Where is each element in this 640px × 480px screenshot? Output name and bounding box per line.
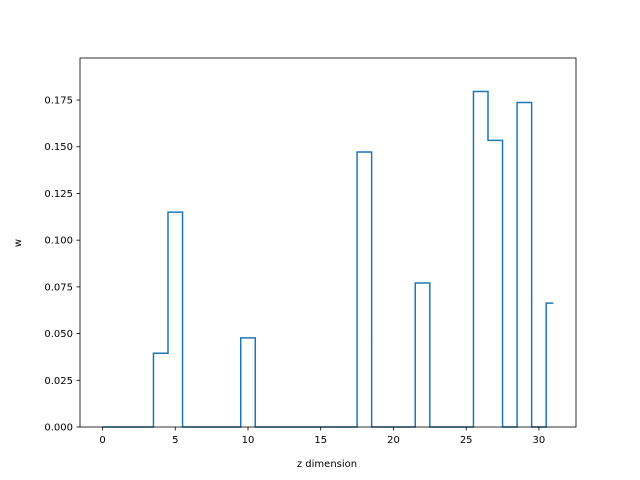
y-tick-label: 0.125 — [44, 189, 73, 200]
y-axis-label: w — [13, 239, 24, 247]
y-tick-label: 0.025 — [44, 376, 73, 387]
y-tick-label: 0.150 — [44, 142, 73, 153]
y-axis-ticks: 0.000 0.025 0.050 0.075 0.100 0.125 0.150 0.175 — [44, 96, 80, 434]
x-tick-label: 30 — [533, 435, 546, 446]
x-tick-label: 0 — [99, 435, 105, 446]
y-tick-label: 0.050 — [44, 329, 73, 340]
x-tick-label: 15 — [314, 435, 327, 446]
y-tick-label: 0.100 — [44, 236, 73, 247]
axes-frame — [79, 57, 577, 428]
y-tick-label: 0.000 — [44, 423, 73, 434]
y-tick-label: 0.175 — [44, 96, 73, 107]
plot-area — [79, 57, 577, 428]
x-tick-label: 5 — [172, 435, 178, 446]
y-tick-label: 0.075 — [44, 282, 73, 293]
x-tick-label: 25 — [460, 435, 473, 446]
x-axis-label: z dimension — [297, 459, 357, 470]
x-tick-label: 20 — [387, 435, 400, 446]
x-axis-ticks: 0 5 10 15 20 25 30 — [99, 427, 545, 446]
series-line-0 — [102, 90, 554, 428]
x-tick-label: 10 — [242, 435, 255, 446]
